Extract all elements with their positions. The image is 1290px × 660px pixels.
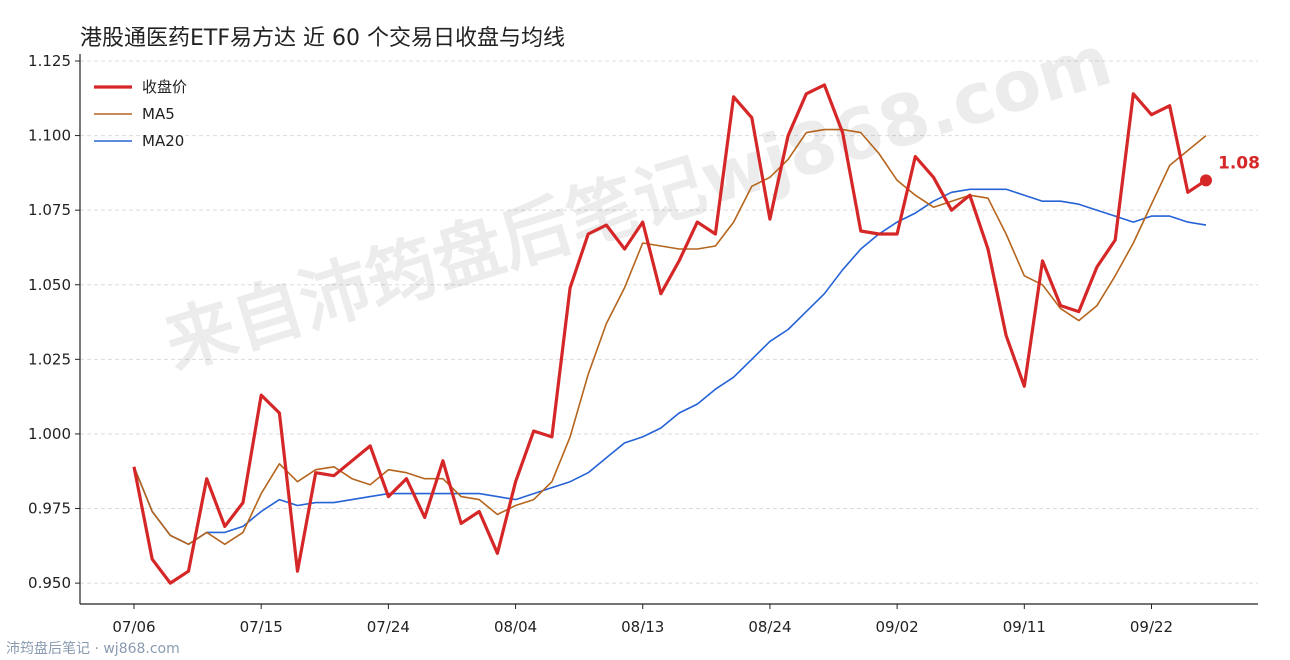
x-tick-label: 08/13 [621,618,664,636]
y-tick-label: 1.050 [28,276,71,294]
series-line-ma20 [133,188,1207,546]
x-tick-label: 09/22 [1130,618,1173,636]
last-value-label: 1.08 [1218,153,1260,173]
y-tick-label: 1.100 [28,127,71,145]
axes [79,54,1258,605]
legend-label: MA20 [142,132,184,150]
watermark: 来自沛筠盘后笔记wj868.com [156,19,1121,385]
y-tick-label: 1.025 [28,350,71,368]
series-line-close [132,83,1207,585]
y-axis-ticks: 0.950 0.975 1.000 1.025 1.050 1.075 1.100 1.125 [28,52,80,592]
y-tick-label: 1.125 [28,52,71,70]
x-tick-label: 07/15 [240,618,283,636]
legend-label: MA5 [142,105,175,123]
footer-source: 沛筠盘后笔记 · wj868.com [6,640,180,657]
y-tick-label: 0.975 [28,500,71,518]
y-tick-label: 1.000 [28,425,71,443]
series-lines [132,83,1207,585]
legend: 收盘价 MA5 MA20 [94,78,187,150]
x-tick-label: 08/24 [748,618,791,636]
chart-title: 港股通医药ETF易方达 近 60 个交易日收盘与均线 [80,26,565,51]
y-tick-label: 1.075 [28,201,71,219]
x-tick-label: 08/04 [494,618,537,636]
x-tick-label: 09/11 [1003,618,1046,636]
y-tick-label: 0.950 [28,574,71,592]
grid-lines [80,60,1258,584]
x-tick-label: 07/24 [367,618,410,636]
legend-label: 收盘价 [142,78,187,96]
series-line-ma5 [133,128,1207,546]
x-tick-label: 07/06 [112,618,155,636]
x-axis-ticks: 07/06 07/15 07/24 08/04 08/13 08/24 09/02 09/11… [112,604,1173,636]
last-point: 1.08 [1200,153,1260,187]
x-tick-label: 09/02 [876,618,919,636]
last-point-marker [1200,174,1212,187]
